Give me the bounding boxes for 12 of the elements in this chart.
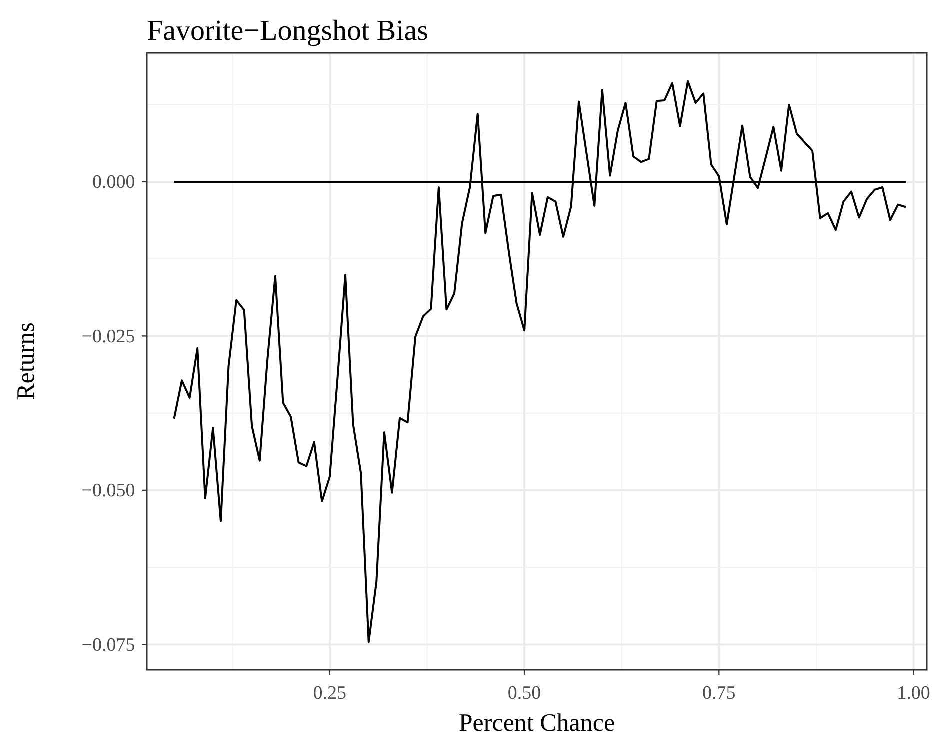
y-tick-label: −0.025: [82, 326, 136, 348]
y-tick-label: −0.050: [82, 480, 136, 502]
y-axis-title: Returns: [13, 322, 40, 400]
x-tick-label: 0.50: [508, 682, 542, 704]
x-axis-title: Percent Chance: [458, 710, 616, 737]
x-tick-label: 0.25: [313, 682, 347, 704]
chart-title: Favorite−Longshot Bias: [147, 15, 428, 47]
y-tick-label: −0.075: [82, 634, 136, 656]
x-tick-label: 0.75: [702, 682, 736, 704]
y-tick-label: 0.000: [92, 172, 136, 194]
line-series: [173, 80, 907, 644]
x-tick-label: 1.00: [897, 682, 930, 704]
